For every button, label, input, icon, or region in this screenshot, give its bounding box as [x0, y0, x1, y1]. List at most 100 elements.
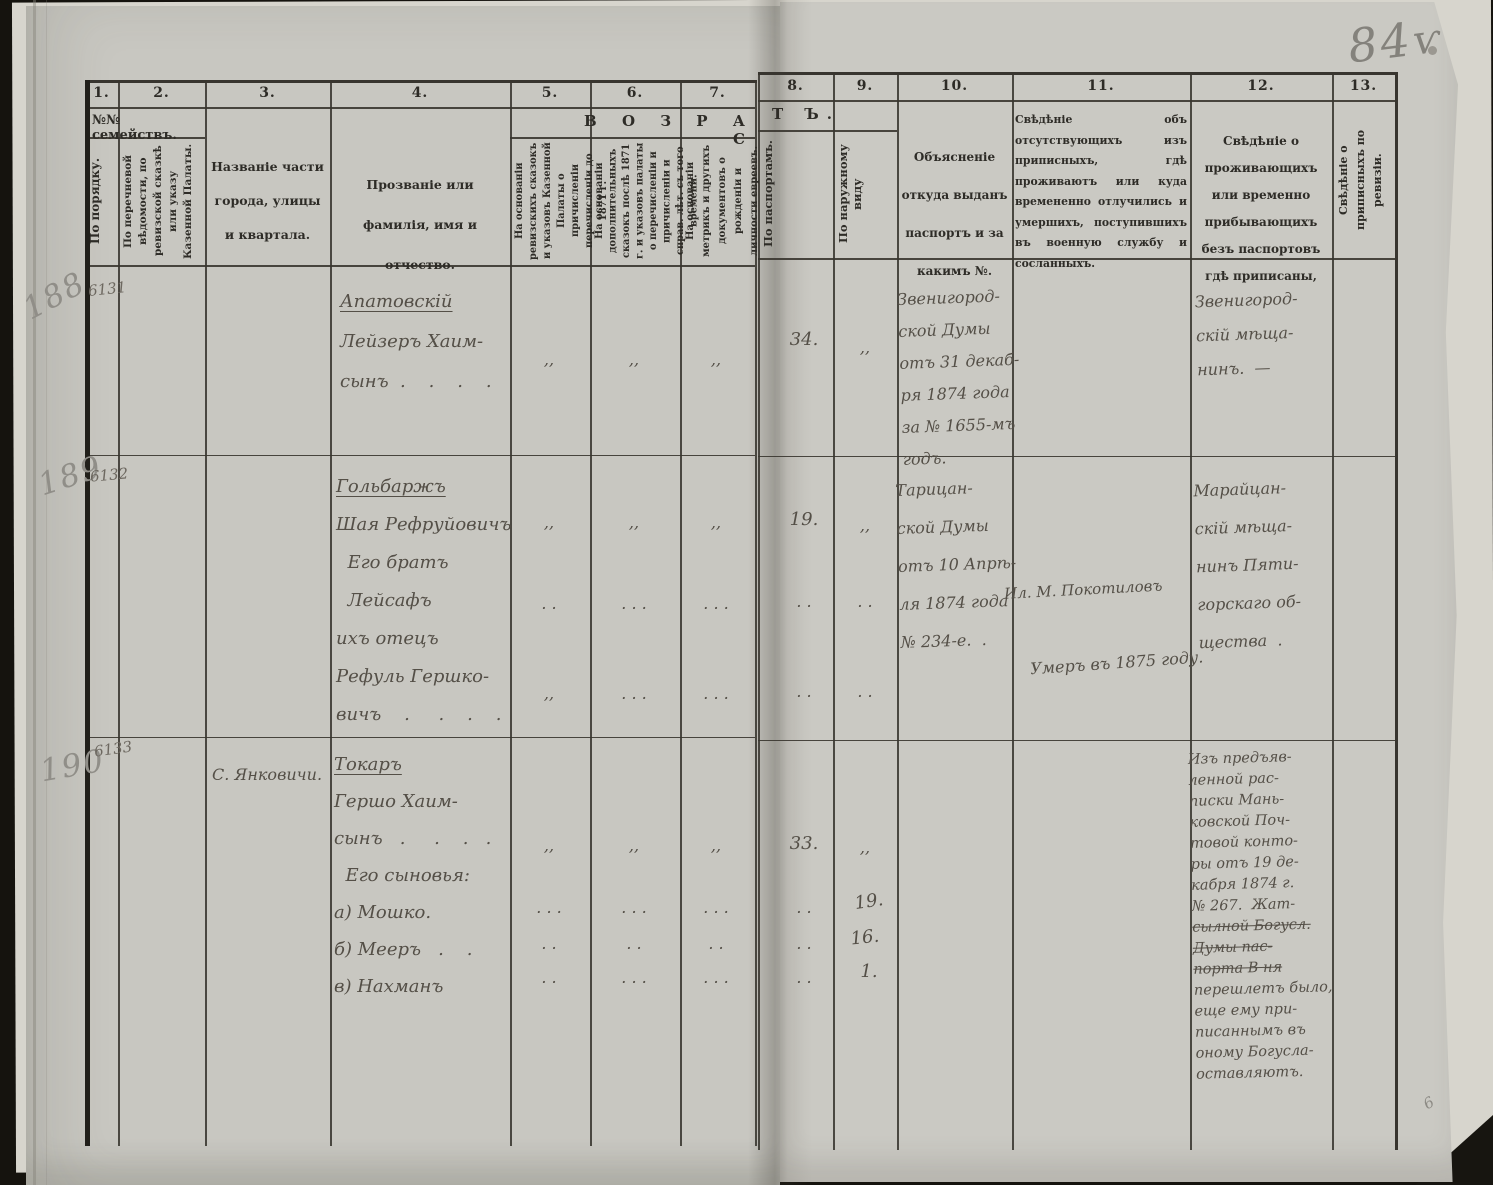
table-line	[758, 258, 1395, 260]
header-col13: Свѣдѣніе о приписныхъ по ревизіи.	[1337, 129, 1384, 231]
handwritten-line: Звенигород-	[1194, 288, 1298, 312]
handwritten-line: ихъ отецъ	[336, 628, 439, 649]
page-edge-line	[33, 0, 36, 1185]
age-sight: . .	[857, 592, 873, 611]
folio-number: 84ѵ	[1345, 8, 1446, 73]
right-page	[780, 2, 1458, 1182]
place-entry: С. Янковичи.	[212, 765, 323, 784]
ditto-mark: . .	[541, 594, 557, 613]
age-passport: . .	[796, 898, 812, 917]
folio-flourish: ѵ	[1409, 15, 1446, 65]
handwritten-line: Апатовскій	[340, 291, 453, 312]
table-line	[1395, 72, 1398, 1150]
handwritten-line: в) Нахманъ	[334, 976, 444, 997]
table-line	[758, 456, 1395, 457]
header-col6: На основаніи дополнительныхъ сказокъ пос…	[594, 142, 700, 260]
handwritten-line: сылной Богусл.	[1192, 916, 1311, 936]
header-col12: Свѣдѣніе о проживающихъ или временно при…	[1201, 134, 1321, 283]
table-line	[510, 137, 755, 139]
name-entry: Гольбаржъ Шая Рефруйовичъ Его братъ Лейса…	[336, 468, 526, 734]
handwritten-line: скій мѣща-	[1195, 322, 1294, 346]
handwritten-line: сынъ . . . .	[334, 828, 492, 849]
handwritten-line: щества .	[1198, 630, 1283, 653]
col-number-5: 5.	[541, 85, 559, 101]
ditto-mark: ,,	[710, 513, 722, 532]
header-col9: По наружному виду	[836, 144, 864, 244]
handwritten-line: ской Думы	[898, 318, 991, 341]
handwritten-line: ря 1874 года	[900, 382, 1010, 405]
ditto-mark: . .	[541, 934, 557, 953]
handwritten-line: Лейзеръ Хаим-	[340, 331, 484, 352]
passport-entry: Тарицан-ской Думы отъ 10 Апрѣ-ля 1874 год…	[895, 468, 1017, 662]
ditto-mark: ,,	[628, 350, 640, 369]
name-entry: Апатовскій Лейзеръ Хаим-сынъ . . . .	[340, 282, 520, 402]
ditto-mark: ,,	[710, 350, 722, 369]
header-col8: По паспортамъ.	[761, 140, 775, 248]
handwritten-line: за № 1655-мъ	[901, 413, 1016, 437]
age-passport: 19.	[789, 509, 819, 530]
handwritten-line: горскаго об-	[1197, 591, 1302, 615]
header-col2: По перечневой вѣдомости, по ревизской ск…	[122, 143, 194, 259]
ditto-mark: . .	[626, 934, 642, 953]
col-number-11: 11.	[1087, 78, 1115, 94]
col-number-10: 10.	[940, 78, 969, 94]
age-passport: . .	[796, 934, 812, 953]
col-number-1: 1.	[93, 85, 110, 101]
age-passport: 33.	[789, 833, 819, 854]
handwritten-line: а) Мошко.	[334, 902, 432, 923]
table-line	[680, 80, 682, 1146]
handwritten-line: ля 1874 года	[899, 591, 1009, 614]
table-line	[85, 80, 90, 1146]
handwritten-line: Гольбаржъ	[336, 476, 446, 497]
age-sight: ,,	[859, 338, 871, 357]
age-group-header-left: В О З Р А С	[584, 112, 755, 148]
table-line	[755, 80, 757, 1146]
families-group-header: №№ семействъ.	[92, 113, 177, 143]
folio-digits: 84	[1345, 12, 1416, 74]
age-sight: . .	[857, 682, 873, 701]
handwritten-line: перешлетъ было,	[1193, 979, 1333, 999]
residence-entry: Звенигород-скій мѣща-нинъ. —	[1194, 281, 1331, 388]
table-line	[897, 72, 899, 1150]
col-number-8: 8.	[787, 78, 804, 94]
residence-entry: Изъ предъяв-ленной рас-писки Мань-ковско…	[1188, 746, 1335, 1085]
residence-entry: Марайцан-скій мѣща-нинъ Пяти-горскаго об…	[1193, 468, 1334, 663]
age-sight: 1.	[860, 961, 878, 982]
handwritten-line: Тарицан-	[895, 478, 974, 500]
table-line	[590, 80, 592, 1146]
header-col10: Объясненіе откуда выданъ паспортъ и за к…	[901, 150, 1008, 278]
table-line	[1012, 72, 1014, 1150]
handwritten-line: Шая Рефруйовичъ	[336, 514, 512, 535]
passport-entry: Звенигород-ской Думы отъ 31 декаб-ря 1874…	[897, 280, 1020, 476]
table-line	[1332, 72, 1334, 1150]
table-line	[758, 130, 897, 132]
handwritten-line: Лейсафъ	[336, 590, 432, 611]
header-col11: Свѣдѣніе объ отсутствующихъ изъ приписны…	[1015, 113, 1187, 270]
page-edge-line	[46, 0, 47, 1185]
col-number-12: 12.	[1247, 78, 1275, 94]
table-line	[85, 80, 757, 83]
handwritten-line: нинъ. —	[1196, 357, 1271, 380]
handwritten-line: нинъ Пяти-	[1195, 553, 1299, 577]
ditto-mark: . . .	[621, 684, 647, 703]
handwritten-line: Токаръ	[334, 754, 402, 775]
handwritten-line: скій мѣща-	[1194, 515, 1293, 539]
handwritten-line: отъ 31 декаб-	[899, 349, 1020, 373]
age-passport: . .	[796, 968, 812, 987]
table-line	[85, 455, 755, 456]
name-entry: Токаръ Гершо Хаим-сынъ . . . . Его сыновь…	[334, 746, 534, 1005]
ditto-mark: ,,	[628, 513, 640, 532]
handwritten-line: отъ 10 Апрѣ-	[897, 552, 1017, 576]
handwritten-line: оставляютъ.	[1195, 1063, 1304, 1083]
table-line	[833, 72, 835, 1150]
handwritten-line: оному Богусла-	[1195, 1042, 1314, 1062]
table-line	[85, 737, 755, 738]
family-number: 6132	[89, 464, 129, 486]
age-group-header-right: Т Ъ.	[772, 105, 840, 123]
col-number-3: 3.	[259, 85, 276, 101]
handwritten-line: Его сыновья:	[334, 865, 470, 886]
ditto-mark: ,,	[710, 836, 722, 855]
handwritten-line: № 234-е. .	[900, 629, 987, 652]
ditto-mark: . .	[541, 968, 557, 987]
